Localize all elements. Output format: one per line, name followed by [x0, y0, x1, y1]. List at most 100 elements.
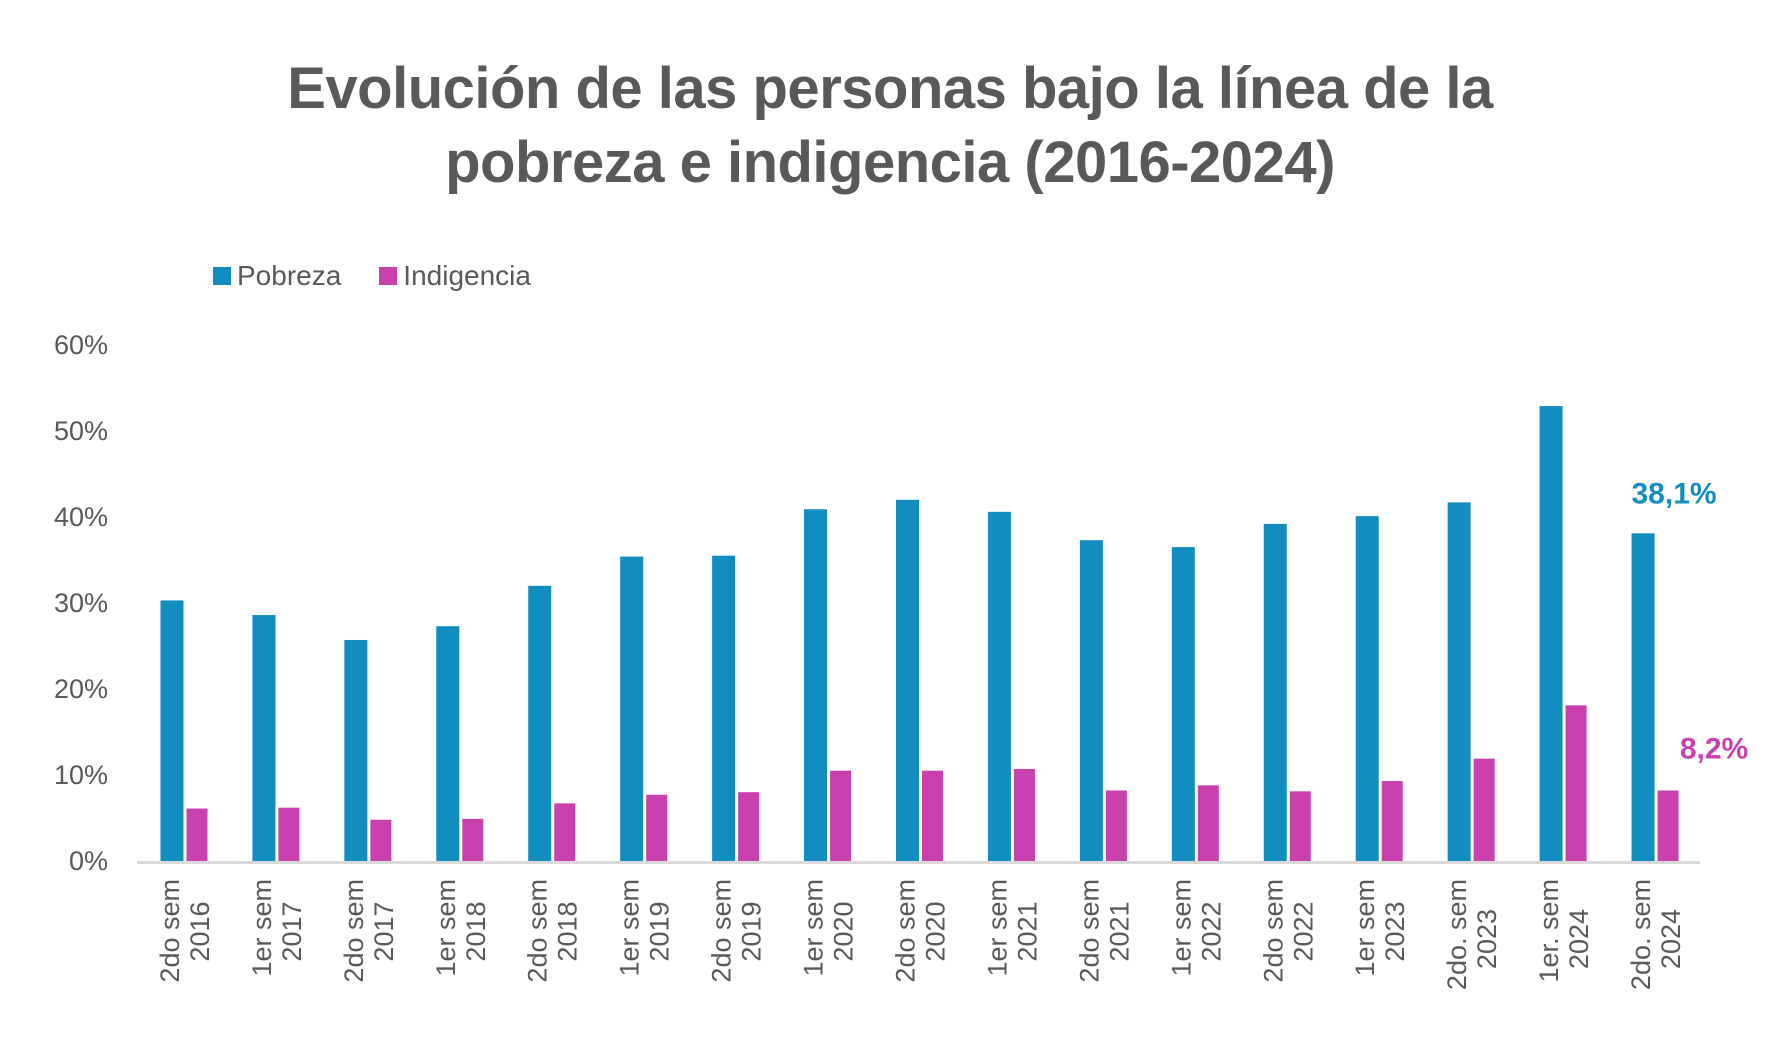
x-tick-label-line: 1er sem [615, 879, 645, 977]
y-tick-label: 50% [54, 416, 108, 446]
bar-pobreza [1355, 516, 1379, 861]
x-tick-label-line: 2do sem [1074, 879, 1104, 983]
chart-title-line-2: pobreza e indigencia (2016-2024) [445, 130, 1335, 195]
x-tick-label: 2do. sem 2023 [1442, 879, 1502, 990]
x-tick-label-line: 1er sem [982, 879, 1012, 977]
bar-indigencia [278, 807, 300, 861]
x-tick-label: 1er. sem 2024 [1534, 879, 1594, 983]
x-tick-label-line: 2022 [1196, 902, 1226, 962]
bar-pobreza [1079, 540, 1103, 861]
x-tick-label-line: 2do sem [339, 879, 369, 983]
x-tick-label-line: 2019 [645, 902, 675, 962]
x-tick-label-line: 2do sem [1258, 879, 1288, 983]
bar-indigencia [1381, 781, 1403, 861]
bar-indigencia [646, 794, 668, 861]
bar-pobreza [712, 555, 736, 861]
x-tick-label-line: 2017 [369, 902, 399, 962]
legend-label-indigencia: Indigencia [403, 260, 531, 291]
x-tick-label: 2do sem 2019 [707, 879, 767, 983]
x-tick-label-line: 2020 [921, 902, 951, 962]
x-tick-label-line: 2021 [1104, 902, 1134, 962]
legend-item-pobreza: Pobreza [213, 260, 341, 292]
chart-title: Evolución de las personas bajo la línea … [0, 52, 1780, 200]
bar-pobreza [1263, 523, 1287, 861]
bar-indigencia [554, 803, 576, 861]
x-tick-label-line: 2do sem [523, 879, 553, 983]
x-tick-label: 1er sem 2017 [247, 879, 307, 977]
x-tick-label-line: 2do sem [707, 879, 737, 983]
x-tick-label: 2do sem 2021 [1074, 879, 1134, 983]
x-tick-label-line: 2023 [1380, 902, 1410, 962]
x-tick-label: 1er sem 2018 [431, 879, 491, 977]
legend-item-indigencia: Indigencia [379, 260, 531, 292]
bar-pobreza [160, 600, 184, 861]
y-tick-label: 10% [54, 760, 108, 790]
legend: Pobreza Indigencia [213, 260, 569, 292]
bar-indigencia [370, 819, 392, 861]
bar-indigencia [1473, 758, 1495, 861]
x-tick-label: 2do sem 2020 [891, 879, 951, 983]
x-tick-label: 2do sem 2017 [339, 879, 399, 983]
y-tick-label: 40% [54, 502, 108, 532]
y-tick-label: 0% [69, 846, 108, 876]
bar-indigencia [1565, 705, 1587, 861]
x-tick-label-line: 1er sem [431, 879, 461, 977]
bar-pobreza [1171, 547, 1195, 861]
x-tick-label: 2do sem 2016 [155, 879, 215, 983]
y-tick-label: 30% [54, 588, 108, 618]
bar-pobreza [987, 511, 1011, 861]
bar-pobreza [896, 499, 919, 861]
x-tick-label-line: 2018 [553, 902, 583, 962]
x-tick-label: 1er sem 2023 [1350, 879, 1410, 977]
x-tick-label: 2do sem 2018 [523, 879, 583, 983]
data-label-indigencia: 8,2% [1680, 732, 1748, 765]
x-tick-label-line: 1er. sem [1534, 879, 1564, 983]
bar-pobreza [1631, 533, 1655, 861]
x-tick-label-line: 2016 [185, 902, 215, 962]
x-tick-label-line: 2023 [1472, 909, 1502, 969]
x-tick-label-line: 1er sem [1166, 879, 1196, 977]
x-tick-label-line: 2024 [1564, 909, 1594, 969]
x-tick-label-line: 2018 [461, 902, 491, 962]
x-tick-label-line: 1er sem [799, 879, 829, 977]
bar-indigencia [1013, 768, 1035, 861]
bar-pobreza [528, 585, 552, 861]
bar-pobreza [804, 509, 828, 861]
bar-indigencia [830, 770, 852, 861]
x-tick-label: 1er sem 2019 [615, 879, 675, 977]
x-tick-label-line: 2019 [737, 902, 767, 962]
data-label-pobreza: 38,1% [1631, 477, 1716, 510]
bar-indigencia [186, 808, 208, 861]
bar-indigencia [922, 770, 943, 861]
x-tick-label: 1er sem 2022 [1166, 879, 1226, 977]
x-tick-label-line: 2do. sem [1626, 879, 1656, 990]
x-tick-label-line: 2022 [1288, 902, 1318, 962]
y-tick-label: 20% [54, 674, 108, 704]
bar-indigencia [1657, 790, 1679, 861]
chart-title-line-1: Evolución de las personas bajo la línea … [287, 56, 1493, 121]
x-tick-label-line: 2020 [829, 902, 859, 962]
y-tick-label: 60% [54, 330, 108, 360]
x-tick-label-line: 1er sem [1350, 879, 1380, 977]
bar-pobreza [1447, 502, 1471, 861]
x-tick-label-line: 1er sem [247, 879, 277, 977]
legend-swatch-indigencia [379, 267, 398, 285]
bar-pobreza [1539, 406, 1563, 861]
x-tick-label-line: 2021 [1012, 902, 1042, 962]
x-tick-label-line: 2do. sem [1442, 879, 1472, 990]
legend-swatch-pobreza [213, 267, 231, 285]
bar-indigencia [1197, 785, 1219, 861]
bar-pobreza [344, 639, 368, 861]
legend-label-pobreza: Pobreza [237, 260, 342, 291]
x-tick-label-line: 2017 [277, 902, 307, 962]
x-tick-label: 1er sem 2021 [982, 879, 1042, 977]
bar-pobreza [620, 556, 644, 861]
x-tick-label: 2do. sem 2024 [1626, 879, 1686, 990]
x-tick-label-line: 2024 [1656, 909, 1686, 969]
x-tick-label-line: 2do sem [155, 879, 185, 983]
x-tick-label: 2do sem 2022 [1258, 879, 1318, 983]
x-tick-label-line: 2do sem [891, 879, 921, 983]
bar-pobreza [252, 615, 276, 861]
bar-indigencia [738, 792, 760, 861]
bar-pobreza [436, 626, 460, 861]
